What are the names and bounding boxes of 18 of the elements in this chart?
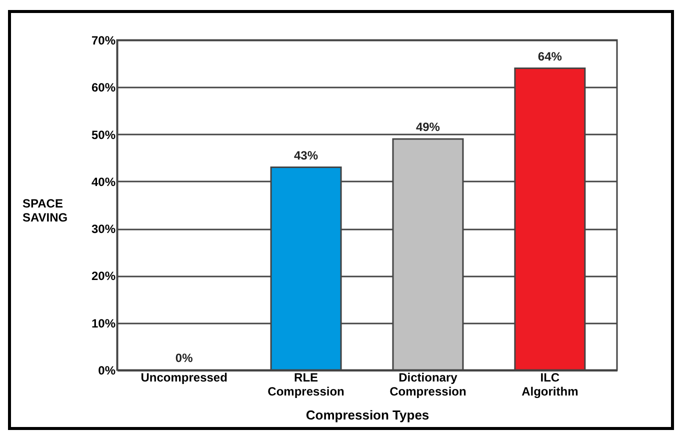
x-tick-label: RLE Compression	[268, 370, 344, 398]
x-axis-title: Compression Types	[306, 408, 430, 422]
y-tick-label: 0%	[98, 364, 116, 378]
data-label: 64%	[538, 49, 562, 64]
x-tick-label: Uncompressed	[140, 370, 228, 384]
y-tick-label: 50%	[91, 128, 116, 142]
x-tick-label: ILC Algorithm	[522, 370, 578, 398]
data-label: 49%	[416, 120, 440, 134]
y-tick-label: 70%	[91, 34, 116, 48]
y-tick-label: 10%	[91, 316, 116, 330]
data-label: 43%	[294, 148, 318, 162]
y-tick-label: 40%	[91, 174, 116, 189]
x-tick-label: Dictionary Compression	[390, 370, 466, 398]
y-tick-label: 20%	[91, 269, 116, 284]
y-axis-title: SPACE SAVING	[22, 196, 68, 224]
data-label: 0%	[175, 351, 194, 365]
y-tick-label: 30%	[91, 222, 116, 236]
y-tick-label: 60%	[91, 80, 116, 95]
